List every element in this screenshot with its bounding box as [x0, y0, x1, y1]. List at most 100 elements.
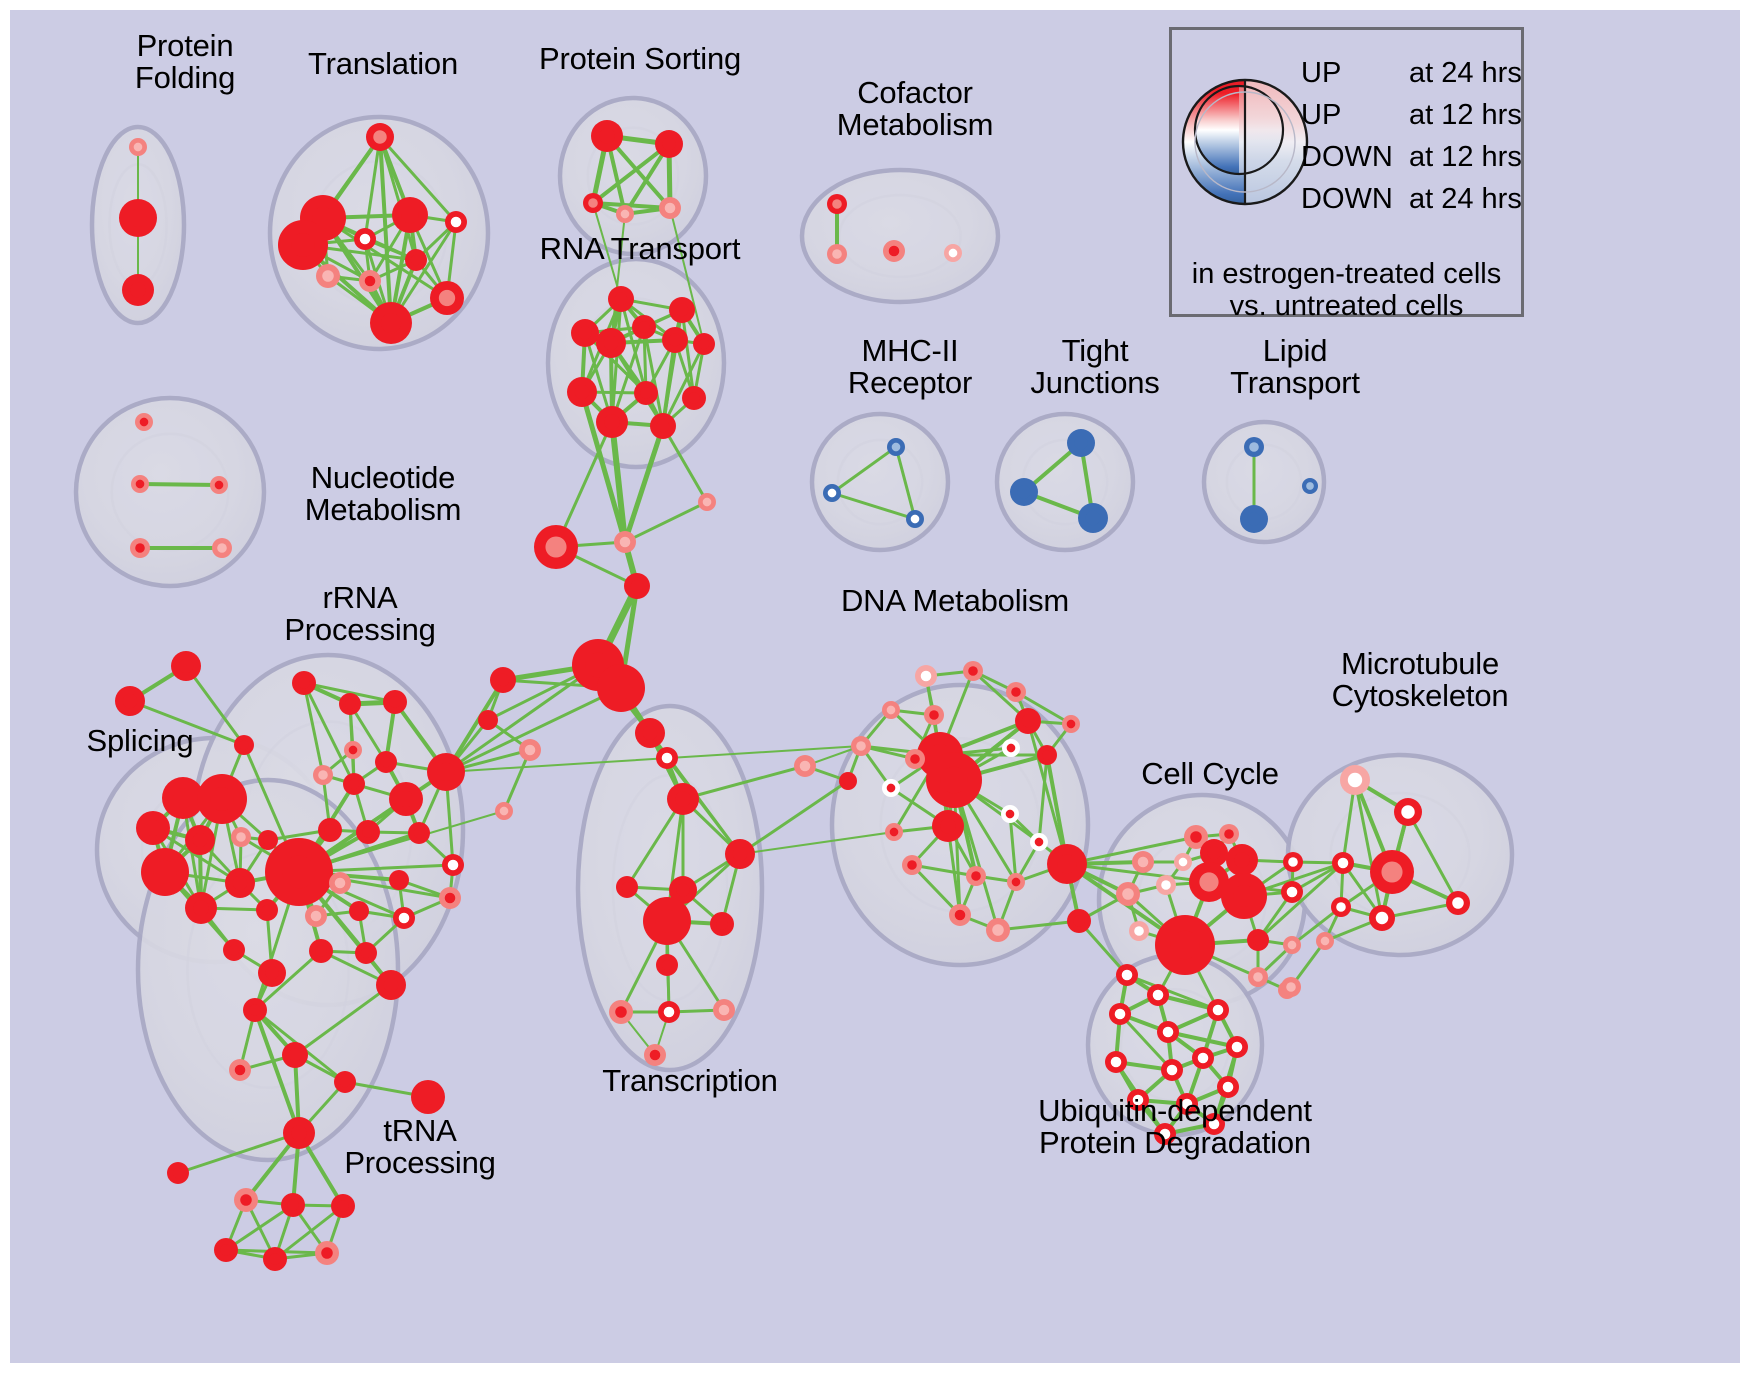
node-cf1[interactable] — [827, 194, 847, 214]
node-rr7[interactable] — [343, 773, 365, 795]
node-cc17[interactable] — [1248, 967, 1268, 987]
node-rr4[interactable] — [344, 741, 362, 759]
node-ub4[interactable] — [1157, 1021, 1179, 1043]
node-rr5[interactable] — [313, 765, 333, 785]
node-tr5[interactable] — [445, 211, 467, 233]
node-cc14[interactable] — [1155, 915, 1215, 975]
node-sp2[interactable] — [197, 774, 247, 824]
node-rr13[interactable] — [265, 838, 333, 906]
node-sp4[interactable] — [185, 825, 215, 855]
node-mt6[interactable] — [1369, 905, 1395, 931]
node-pf2[interactable] — [119, 199, 157, 237]
node-mt7[interactable] — [1446, 891, 1470, 915]
node-ub7[interactable] — [1105, 1051, 1127, 1073]
node-nu2[interactable] — [131, 475, 149, 493]
node-tc5[interactable] — [725, 839, 755, 869]
node-cc5[interactable] — [1200, 839, 1228, 867]
node-mh3[interactable] — [906, 510, 924, 528]
node-cc6[interactable] — [1226, 844, 1258, 876]
node-tc2[interactable] — [656, 747, 678, 769]
node-ub6[interactable] — [1226, 1036, 1248, 1058]
node-dm6[interactable] — [1015, 708, 1041, 734]
node-tt13[interactable] — [315, 1241, 339, 1265]
node-br10[interactable] — [495, 802, 513, 820]
node-dm3[interactable] — [1006, 682, 1026, 702]
node-rt10[interactable] — [682, 386, 706, 410]
node-cf3[interactable] — [883, 240, 905, 262]
node-tc13[interactable] — [644, 1044, 666, 1066]
node-sp7[interactable] — [141, 848, 189, 896]
node-rr17[interactable] — [439, 887, 461, 909]
node-tc10[interactable] — [609, 1000, 633, 1024]
node-sp5[interactable] — [231, 827, 251, 847]
node-cc12[interactable] — [1281, 881, 1303, 903]
node-br11[interactable] — [794, 755, 816, 777]
node-rr9[interactable] — [389, 782, 423, 816]
node-nu1[interactable] — [135, 413, 153, 431]
node-ub14[interactable] — [1203, 1113, 1225, 1135]
node-cc9[interactable] — [1189, 862, 1229, 902]
node-tc1[interactable] — [635, 718, 665, 748]
node-dm15[interactable] — [902, 855, 922, 875]
node-dm2[interactable] — [963, 661, 983, 681]
node-tt6[interactable] — [283, 1117, 315, 1149]
node-rr23[interactable] — [376, 970, 406, 1000]
node-tj2[interactable] — [1010, 478, 1038, 506]
node-dm13[interactable] — [905, 749, 925, 769]
node-cc16[interactable] — [1283, 936, 1301, 954]
node-tc6[interactable] — [616, 876, 638, 898]
node-tr7[interactable] — [405, 249, 427, 271]
node-cc11[interactable] — [1283, 852, 1303, 872]
node-sp9[interactable] — [185, 892, 217, 924]
node-cc13[interactable] — [1129, 921, 1149, 941]
node-rr3[interactable] — [383, 690, 407, 714]
node-ub10[interactable] — [1127, 1089, 1149, 1111]
node-pf3[interactable] — [122, 274, 154, 306]
node-br12[interactable] — [839, 772, 857, 790]
node-rt2[interactable] — [669, 297, 695, 323]
node-tt1[interactable] — [243, 998, 267, 1022]
node-rr12[interactable] — [408, 822, 430, 844]
node-dm17[interactable] — [1001, 805, 1019, 823]
node-ub12[interactable] — [1217, 1076, 1239, 1098]
node-tt9[interactable] — [281, 1193, 305, 1217]
node-ub1[interactable] — [1116, 964, 1138, 986]
node-dm18[interactable] — [1030, 833, 1048, 851]
node-dm5[interactable] — [924, 705, 944, 725]
node-sp01[interactable] — [115, 686, 145, 716]
node-tr8[interactable] — [316, 264, 340, 288]
node-dm22[interactable] — [986, 918, 1010, 942]
node-tc11[interactable] — [658, 1001, 680, 1023]
node-dm20[interactable] — [1007, 873, 1025, 891]
node-ub3[interactable] — [1109, 1003, 1131, 1025]
node-ps2[interactable] — [655, 130, 683, 158]
node-cc7[interactable] — [1116, 882, 1140, 906]
node-mt8[interactable] — [1316, 932, 1334, 950]
node-rr14[interactable] — [442, 854, 464, 876]
node-cc10[interactable] — [1221, 873, 1267, 919]
node-tt7[interactable] — [167, 1162, 189, 1184]
node-ub9[interactable] — [1192, 1047, 1214, 1069]
node-tr10[interactable] — [430, 281, 464, 315]
node-sp12[interactable] — [258, 959, 286, 987]
node-br7[interactable] — [490, 667, 516, 693]
node-ub8[interactable] — [1161, 1059, 1183, 1081]
node-tc12[interactable] — [713, 999, 735, 1021]
node-cc8[interactable] — [1156, 875, 1176, 895]
node-br6[interactable] — [597, 664, 645, 712]
node-rr6[interactable] — [375, 751, 397, 773]
node-mt4[interactable] — [1370, 850, 1414, 894]
node-tr4[interactable] — [278, 220, 328, 270]
node-tc3[interactable] — [667, 783, 699, 815]
node-rt11[interactable] — [596, 406, 628, 438]
node-ub11[interactable] — [1176, 1093, 1198, 1115]
node-sp3[interactable] — [136, 811, 170, 845]
node-rt9[interactable] — [634, 381, 658, 405]
node-mt2[interactable] — [1394, 798, 1422, 826]
node-lt2[interactable] — [1240, 505, 1268, 533]
node-mh1[interactable] — [887, 438, 905, 456]
node-tt5[interactable] — [411, 1080, 445, 1114]
node-ps4[interactable] — [616, 205, 634, 223]
node-dm1[interactable] — [915, 665, 937, 687]
node-sp11[interactable] — [223, 939, 245, 961]
